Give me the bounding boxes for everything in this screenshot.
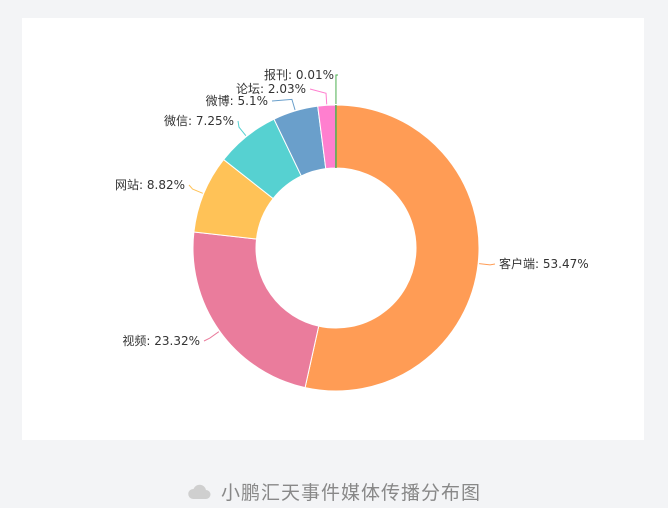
cloud-icon xyxy=(188,484,211,499)
leader-line-6 xyxy=(309,88,328,105)
leader-line-3 xyxy=(188,184,203,194)
slices-group xyxy=(192,104,480,392)
slice-label-1: 客户端: 53.47% xyxy=(499,256,589,271)
slice-label-6: 论坛: 2.03% xyxy=(236,82,306,96)
leader-lines-group xyxy=(188,74,496,342)
leader-line-5 xyxy=(271,98,296,111)
leader-line-4 xyxy=(237,120,247,137)
chart-caption: 小鹏汇天事件媒体传播分布图 xyxy=(0,478,668,505)
labels-group: 客户端: 53.47% 视频: 23.32% 网站: 8.82% 微信: 7.25% 微… xyxy=(115,67,589,348)
slice-1 xyxy=(304,104,480,392)
slice-label-5: 微博: 5.1% xyxy=(206,93,268,108)
slice-label-4: 微信: 7.25% xyxy=(164,114,234,128)
slice-2 xyxy=(192,231,320,389)
chart-card: 客户端: 53.47% 视频: 23.32% 网站: 8.82% 微信: 7.25% 微… xyxy=(22,18,644,440)
leader-line-7 xyxy=(335,74,338,105)
slice-label-7: 报刊: 0.01% xyxy=(264,67,334,82)
slice-label-2: 视频: 23.32% xyxy=(122,333,200,348)
leader-line-1 xyxy=(479,263,496,266)
slice-label-3: 网站: 8.82% xyxy=(115,178,185,192)
caption-text: 小鹏汇天事件媒体传播分布图 xyxy=(220,482,481,504)
leader-line-2 xyxy=(203,331,220,342)
donut-chart: 客户端: 53.47% 视频: 23.32% 网站: 8.82% 微信: 7.25% 微… xyxy=(115,67,589,392)
